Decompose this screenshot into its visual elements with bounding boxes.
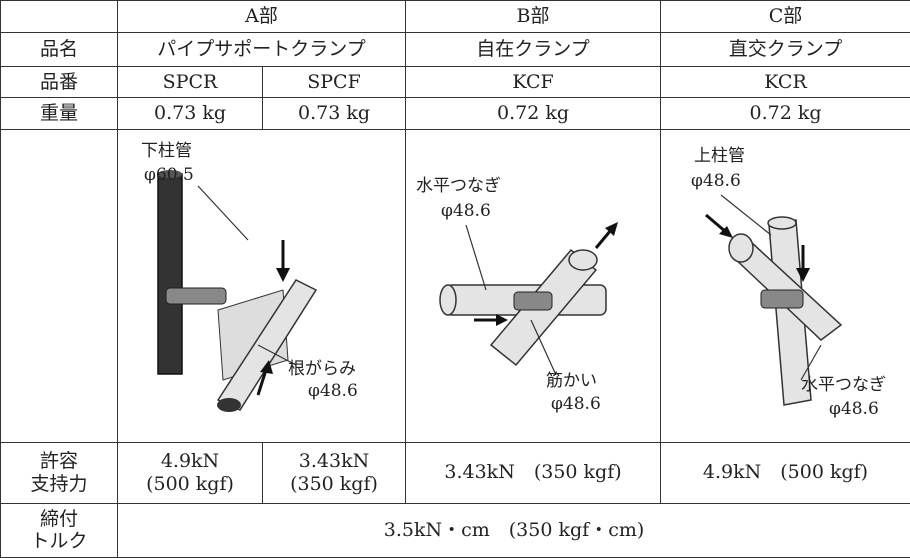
row: 品名 パイプサポートクランプ 自在クランプ 直交クランプ: [1, 33, 910, 67]
cell: 自在クランプ: [406, 33, 661, 67]
cell-line: パイプサポートクランプ: [118, 38, 405, 61]
header-row: A部 B部 C部: [1, 1, 910, 33]
cell: 0.72 kg: [406, 98, 661, 130]
section-header: B部: [406, 1, 661, 33]
illustration-label: 筋かい: [546, 371, 597, 391]
clamp: [761, 290, 803, 308]
cell: KCR: [661, 67, 910, 98]
arrow: [706, 215, 726, 232]
cell-line: 許容: [1, 450, 117, 473]
pipe-end: [569, 250, 597, 270]
cell-line: 0.73 kg: [263, 102, 405, 125]
cell-line: 自在クランプ: [406, 38, 660, 61]
illustration-label: φ48.6: [691, 171, 741, 191]
illustration-c: 上柱管 φ48.6 水平つなぎ φ48.6: [661, 130, 910, 436]
cell-line: (500 kgf): [118, 473, 262, 496]
cell-line: 3.5kN・cm (350 kgf・cm): [118, 519, 910, 542]
illustration-label: 上柱管: [694, 146, 745, 166]
cell-line: 0.72 kg: [406, 102, 660, 125]
row-label: 締付トルク: [1, 503, 118, 557]
cell-line: 直交クランプ: [661, 38, 910, 61]
pipe-end: [440, 285, 456, 315]
row-label: 重量: [1, 98, 118, 130]
illustration-label: 水平つなぎ: [416, 176, 501, 196]
illustration-cell: 下柱管 φ60.5 根がらみ φ48.6: [118, 130, 406, 443]
illustration-b: 水平つなぎ φ48.6 筋かい φ48.6: [406, 130, 661, 436]
clamp: [166, 288, 226, 304]
row: 重量 0.73 kg 0.73 kg 0.72 kg 0.72 kg: [1, 98, 910, 130]
illustration-label: 水平つなぎ: [801, 375, 886, 395]
cell: SPCF: [263, 67, 406, 98]
illustration-cell: 水平つなぎ φ48.6 筋かい φ48.6: [406, 130, 661, 443]
row-label: 品名: [1, 33, 118, 67]
cell: 3.43kN (350 kgf): [406, 442, 661, 503]
cell: SPCR: [118, 67, 263, 98]
leader: [198, 186, 248, 240]
row: 品番 SPCR SPCF KCF KCR: [1, 67, 910, 98]
arrow-head: [276, 268, 290, 282]
pipe-end: [217, 398, 241, 412]
cell-line: トルク: [1, 530, 117, 553]
row: 締付トルク 3.5kN・cm (350 kgf・cm): [1, 503, 910, 557]
empty-cell: [1, 130, 118, 443]
illustration-label: φ48.6: [551, 394, 601, 414]
pipe: [158, 174, 182, 374]
illustration-row: 下柱管 φ60.5 根がらみ φ48.6 水平つなぎ φ48.6: [1, 130, 910, 443]
cell-line: (350 kgf): [263, 473, 405, 496]
corner-cell: [1, 1, 118, 33]
cell: 0.73 kg: [263, 98, 406, 130]
cell-line: 支持力: [1, 473, 117, 496]
illustration-label: φ48.6: [441, 201, 491, 221]
cell-line: 品番: [1, 71, 117, 94]
illustration-label: 下柱管: [141, 141, 192, 161]
pipe-end: [729, 234, 753, 262]
cell-line: 0.73 kg: [118, 102, 262, 125]
cell-line: 0.72 kg: [661, 102, 910, 125]
cell-line: 4.9kN (500 kgf): [661, 461, 910, 484]
cell: 直交クランプ: [661, 33, 910, 67]
section-header: A部: [118, 1, 406, 33]
cell: 4.9kN(500 kgf): [118, 442, 263, 503]
leader: [466, 225, 486, 290]
cell-line: KCF: [406, 71, 660, 94]
cell-line: 4.9kN: [118, 450, 262, 473]
cell-line: KCR: [661, 71, 910, 94]
cell: 3.5kN・cm (350 kgf・cm): [118, 503, 910, 557]
cell-line: SPCF: [263, 71, 405, 94]
cell: KCF: [406, 67, 661, 98]
cell-line: SPCR: [118, 71, 262, 94]
illustration-label: φ48.6: [829, 399, 879, 419]
cell: 3.43kN(350 kgf): [263, 442, 406, 503]
clamp: [514, 292, 552, 310]
cell-line: 品名: [1, 38, 117, 61]
row: 許容支持力 4.9kN(500 kgf) 3.43kN(350 kgf) 3.4…: [1, 442, 910, 503]
cell-line: 重量: [1, 102, 117, 125]
cell: 0.73 kg: [118, 98, 263, 130]
illustration-label: 根がらみ: [288, 359, 356, 379]
cell: 4.9kN (500 kgf): [661, 442, 910, 503]
illustration-label: φ60.5: [144, 165, 194, 185]
cell: パイプサポートクランプ: [118, 33, 406, 67]
row-label: 許容支持力: [1, 442, 118, 503]
cell-line: 3.43kN (350 kgf): [406, 461, 660, 484]
illustration-a: 下柱管 φ60.5 根がらみ φ48.6: [118, 130, 406, 436]
row-label: 品番: [1, 67, 118, 98]
section-header: C部: [661, 1, 910, 33]
illustration-cell: 上柱管 φ48.6 水平つなぎ φ48.6: [661, 130, 910, 443]
illustration-label: φ48.6: [308, 381, 358, 401]
cell-line: 3.43kN: [263, 450, 405, 473]
arrow-head: [496, 314, 508, 326]
cell: 0.72 kg: [661, 98, 910, 130]
cell-line: 締付: [1, 508, 117, 531]
arrow: [596, 230, 611, 248]
pipe-end: [768, 217, 796, 229]
